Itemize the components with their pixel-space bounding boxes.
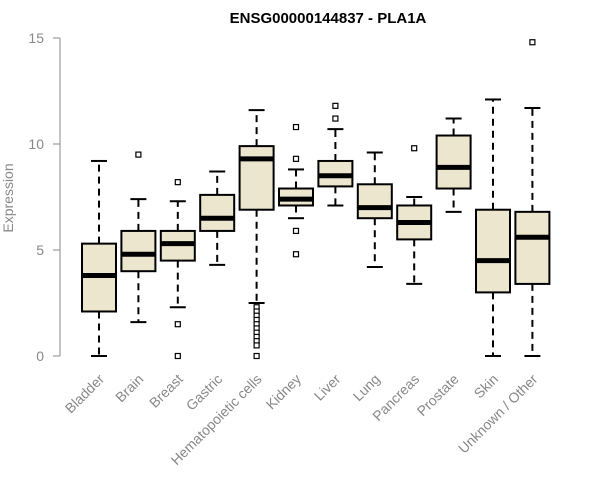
box-group	[81, 159, 117, 357]
iqr-box	[199, 193, 236, 232]
boxes-group	[81, 39, 551, 360]
iqr-box	[435, 134, 472, 190]
outlier-point	[174, 352, 181, 360]
x-tick-label: Liver	[311, 371, 344, 404]
x-tick-label: Kidney	[263, 371, 305, 413]
iqr-box	[514, 210, 551, 285]
box-group	[199, 170, 236, 266]
box-group	[317, 102, 354, 207]
outlier-point	[292, 123, 300, 131]
iqr-box	[356, 183, 393, 220]
box-group	[475, 98, 511, 357]
chart-title: ENSG00000144837 - PLA1A	[230, 10, 427, 27]
box-group	[159, 179, 196, 360]
x-tick-label: Brain	[112, 371, 146, 405]
box-group	[396, 145, 433, 285]
x-tick-label: Prostate	[414, 371, 462, 419]
y-tick-label: 0	[36, 348, 44, 364]
outlier-point	[292, 227, 300, 235]
outlier-point	[332, 102, 339, 109]
box-group	[356, 151, 393, 268]
x-tick-label: Bladder	[62, 371, 108, 417]
y-tick-label: 15	[28, 30, 44, 46]
x-tick-label: Skin	[471, 371, 502, 402]
outlier-point	[253, 352, 260, 360]
y-tick-label: 10	[28, 136, 44, 152]
outlier-point	[292, 251, 300, 258]
outlier-point	[411, 145, 418, 152]
y-axis-label: Expression	[0, 163, 16, 232]
box-group	[278, 123, 314, 258]
outlier-point	[174, 179, 181, 186]
outlier-point	[135, 151, 142, 158]
y-axis: 0 5 10 15	[28, 30, 61, 364]
outlier-point	[174, 321, 181, 328]
y-tick-label: 5	[36, 242, 44, 258]
outlier-point	[292, 155, 300, 162]
iqr-box	[120, 229, 157, 273]
box-group	[238, 109, 275, 360]
outlier-point	[253, 342, 260, 349]
box-group	[514, 39, 551, 357]
x-tick-label: Lung	[350, 371, 383, 404]
iqr-box	[238, 145, 275, 211]
box-group	[120, 151, 157, 324]
outlier-point	[529, 39, 536, 46]
box-group	[435, 117, 472, 213]
outlier-point	[332, 115, 339, 122]
iqr-box	[475, 208, 511, 294]
x-tick-label: Breast	[146, 371, 186, 411]
